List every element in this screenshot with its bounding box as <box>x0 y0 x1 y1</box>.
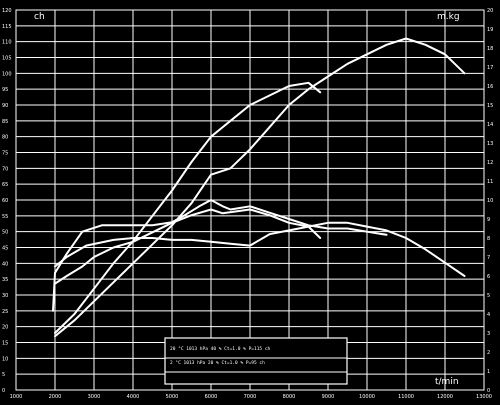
right-y-tick-label: 7 <box>487 255 490 261</box>
left-y-tick-label: 95 <box>2 87 8 93</box>
x-tick-label: 1000 <box>10 394 23 400</box>
left-y-tick-label: 120 <box>2 8 12 14</box>
left-y-tick-label: 60 <box>2 198 8 204</box>
left-y-tick-label: 10 <box>2 356 8 362</box>
curve-4 <box>54 221 466 277</box>
left-unit-label: ch <box>34 12 45 22</box>
left-y-tick-label: 65 <box>2 182 8 188</box>
x-tick-label: 11000 <box>398 394 414 400</box>
x-tick-label: 8000 <box>283 394 296 400</box>
left-y-tick-label: 50 <box>2 230 8 236</box>
left-y-tick-label: 105 <box>2 56 12 62</box>
x-tick-label: 6000 <box>205 394 218 400</box>
right-y-tick-label: 16 <box>487 84 493 90</box>
curve-2 <box>54 81 322 334</box>
legend-line-2: 2 °C 1013 hPa 20 % Ct=1.0 % P=95 ch <box>170 360 265 366</box>
left-y-tick-label: 25 <box>2 309 8 315</box>
right-y-tick-label: 5 <box>487 293 490 299</box>
left-y-tick-label: 30 <box>2 293 8 299</box>
right-y-tick-label: 15 <box>487 103 493 109</box>
right-y-tick-label: 19 <box>487 27 493 33</box>
right-y-tick-label: 8 <box>487 236 490 242</box>
legend-box: 20 °C 1013 hPa 40 % Ct=1.0 % P=115 ch 2 … <box>164 337 348 385</box>
curve-5 <box>52 199 388 312</box>
left-y-tick-label: 20 <box>2 325 8 331</box>
right-y-tick-label: 11 <box>487 179 493 185</box>
right-y-tick-label: 17 <box>487 65 493 71</box>
curve-3 <box>54 208 322 285</box>
x-tick-labels: 1000 2000 3000 4000 5000 6000 7000 8000 9000 1000… <box>10 394 492 400</box>
left-y-tick-label: 55 <box>2 214 8 220</box>
left-y-tick-label: 70 <box>2 166 8 172</box>
right-y-tick-label: 18 <box>487 46 493 52</box>
horizontal-gridlines <box>16 9 484 391</box>
left-y-tick-label: 110 <box>2 40 12 46</box>
x-unit-label: t/min <box>435 377 459 387</box>
x-tick-label: 2000 <box>49 394 62 400</box>
left-y-tick-label: 85 <box>2 119 8 125</box>
right-y-tick-label: 10 <box>487 198 493 204</box>
right-y-tick-label: 20 <box>487 8 493 14</box>
left-y-tick-label: 80 <box>2 135 8 141</box>
left-y-tick-label: 15 <box>2 341 8 347</box>
right-y-tick-label: 1 <box>487 369 490 375</box>
x-tick-label: 7000 <box>244 394 257 400</box>
right-y-tick-label: 4 <box>487 312 490 318</box>
curves <box>52 37 466 338</box>
left-y-tick-label: 40 <box>2 261 8 267</box>
x-tick-label: 9000 <box>322 394 335 400</box>
x-tick-label: 13000 <box>476 394 492 400</box>
left-y-tick-labels: 0 5 10 15 20 25 30 35 40 45 50 55 60 65 70 75 80 85 90 95 10… <box>2 8 12 394</box>
left-y-tick-label: 90 <box>2 103 8 109</box>
left-y-tick-label: 45 <box>2 246 8 252</box>
left-y-tick-label: 0 <box>2 388 5 394</box>
right-y-tick-label: 6 <box>487 274 490 280</box>
curve-1 <box>54 37 466 338</box>
x-tick-label: 5000 <box>166 394 179 400</box>
left-y-tick-label: 100 <box>2 71 12 77</box>
left-y-tick-label: 5 <box>2 372 5 378</box>
right-y-tick-label: 3 <box>487 331 490 337</box>
right-unit-label: m.kg <box>437 12 460 22</box>
right-y-tick-label: 2 <box>487 350 490 356</box>
left-y-tick-label: 115 <box>2 24 12 30</box>
left-y-tick-label: 35 <box>2 277 8 283</box>
x-tick-label: 10000 <box>359 394 375 400</box>
right-y-tick-label: 0 <box>487 388 490 394</box>
x-tick-label: 3000 <box>88 394 101 400</box>
x-tick-label: 4000 <box>127 394 140 400</box>
right-y-tick-label: 14 <box>487 122 493 128</box>
right-y-tick-label: 13 <box>487 141 493 147</box>
legend-line-1: 20 °C 1013 hPa 40 % Ct=1.0 % P=115 ch <box>170 346 271 352</box>
x-tick-label: 12000 <box>437 394 453 400</box>
right-y-tick-label: 9 <box>487 217 490 223</box>
right-y-tick-label: 12 <box>487 160 493 166</box>
left-y-tick-label: 75 <box>2 151 8 157</box>
